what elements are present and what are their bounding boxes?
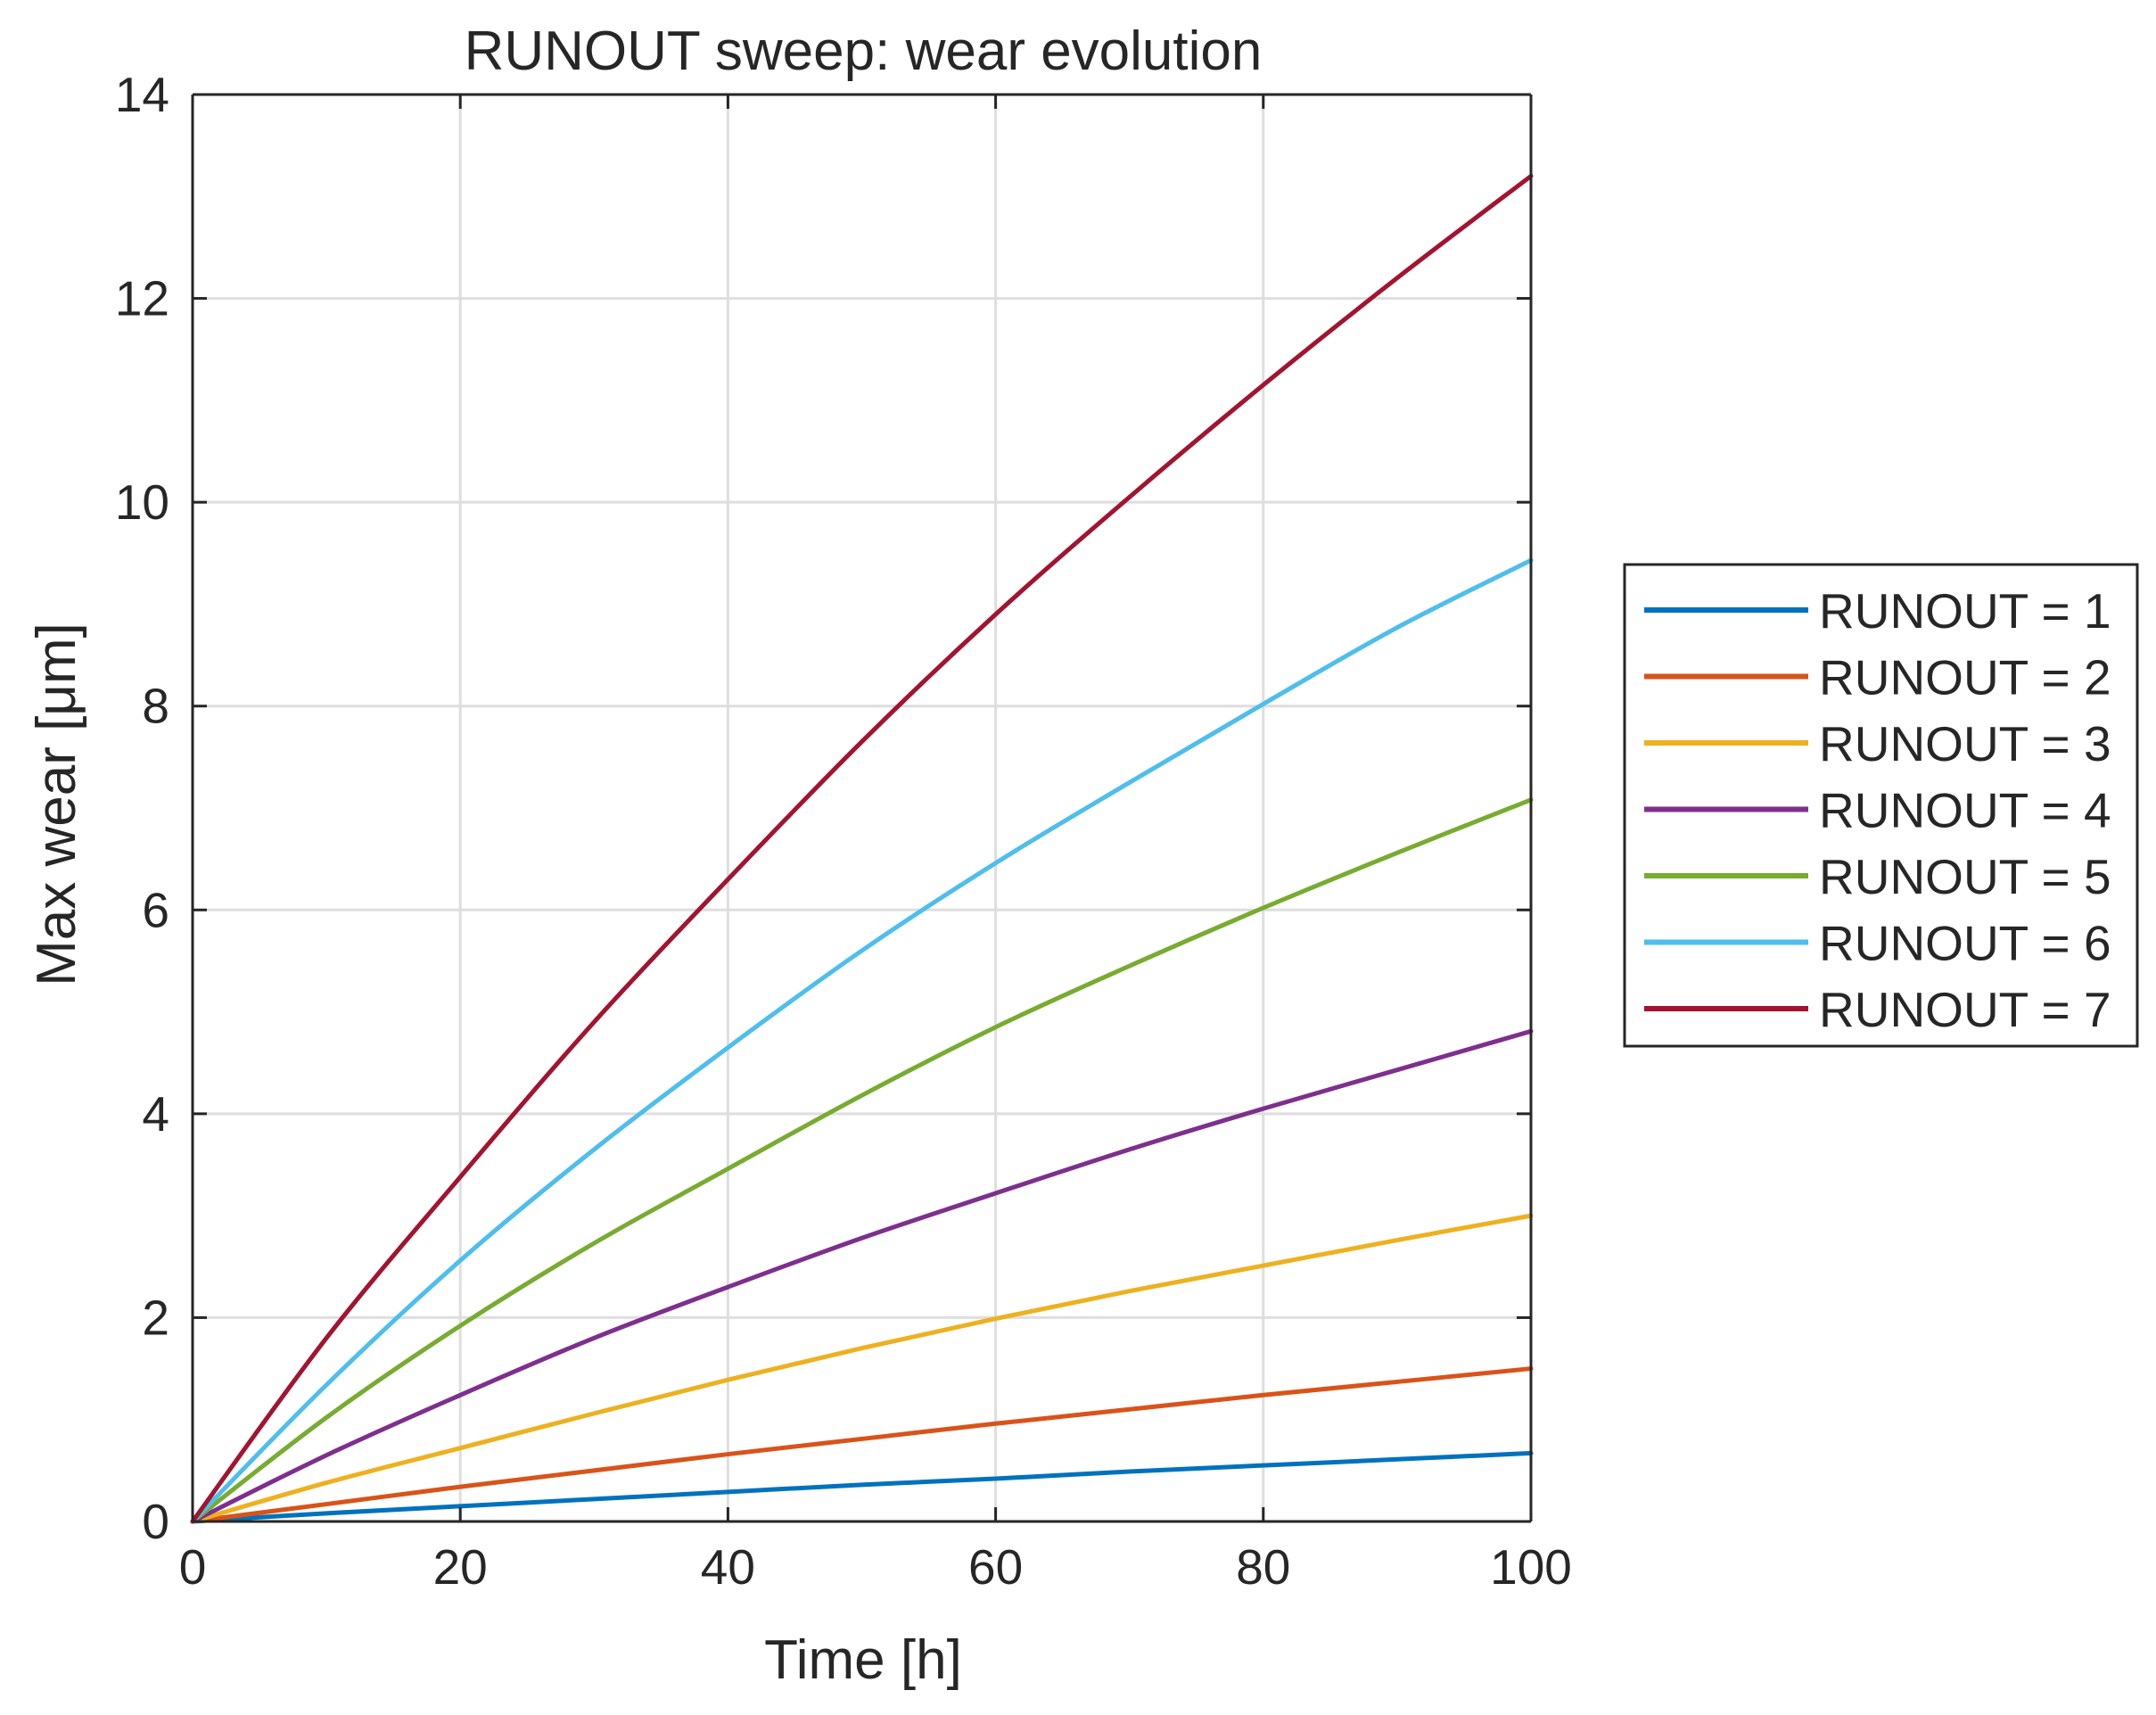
x-tick-label: 80 bbox=[1236, 1539, 1290, 1595]
legend-label-4: RUNOUT = 4 bbox=[1819, 783, 2111, 838]
y-tick-label: 8 bbox=[142, 679, 169, 734]
tick-labels: 0 20 40 60 80 100 0 2 4 6 8 10 12 14 bbox=[115, 67, 1572, 1595]
legend: RUNOUT = 1 RUNOUT = 2 RUNOUT = 3 RUNOUT = 4… bbox=[1623, 563, 2139, 1048]
legend-label-1: RUNOUT = 1 bbox=[1819, 583, 2111, 639]
x-tick-label: 0 bbox=[179, 1539, 207, 1595]
y-tick-label: 6 bbox=[142, 882, 169, 937]
y-tick-label: 10 bbox=[115, 474, 169, 530]
legend-label-2: RUNOUT = 2 bbox=[1819, 650, 2111, 705]
legend-label-3: RUNOUT = 3 bbox=[1819, 716, 2111, 771]
series-line-3 bbox=[190, 1213, 1534, 1524]
axes bbox=[191, 93, 1533, 1523]
x-tick-label: 20 bbox=[433, 1539, 488, 1595]
series-line-4 bbox=[190, 1028, 1534, 1524]
legend-label-7: RUNOUT = 7 bbox=[1819, 982, 2111, 1037]
legend-box bbox=[1623, 563, 2139, 1048]
x-axis-label: Time [h] bbox=[764, 1629, 962, 1691]
y-tick-label: 14 bbox=[115, 67, 169, 122]
x-tick-label: 60 bbox=[968, 1539, 1023, 1595]
series-line-6 bbox=[190, 557, 1534, 1524]
chart-title: RUNOUT sweep: wear evolution bbox=[465, 21, 1263, 82]
series-line-7 bbox=[190, 173, 1534, 1524]
y-tick-label: 12 bbox=[115, 271, 169, 326]
series-line-1 bbox=[190, 1450, 1534, 1524]
series-line-5 bbox=[190, 797, 1534, 1524]
y-axis-label: Max wear [μm] bbox=[26, 623, 87, 986]
y-tick-label: 4 bbox=[142, 1086, 169, 1142]
legend-label-5: RUNOUT = 5 bbox=[1819, 849, 2111, 904]
y-tick-label: 0 bbox=[142, 1494, 169, 1549]
grid bbox=[193, 95, 1531, 1521]
x-tick-label: 40 bbox=[701, 1539, 755, 1595]
series-lines bbox=[190, 173, 1534, 1524]
legend-label-6: RUNOUT = 6 bbox=[1819, 916, 2111, 971]
x-tick-label: 100 bbox=[1490, 1539, 1572, 1595]
y-tick-label: 2 bbox=[142, 1290, 169, 1345]
series-line-2 bbox=[190, 1366, 1534, 1524]
